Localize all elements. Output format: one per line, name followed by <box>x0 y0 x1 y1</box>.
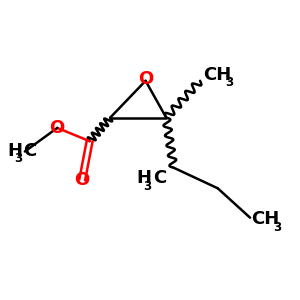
Text: 3: 3 <box>143 180 152 193</box>
Text: H: H <box>7 142 22 160</box>
Text: O: O <box>49 119 64 137</box>
Text: CH: CH <box>252 210 280 228</box>
Text: 3: 3 <box>274 220 282 234</box>
Text: C: C <box>23 142 37 160</box>
Text: 3: 3 <box>225 76 233 89</box>
Text: O: O <box>74 171 89 189</box>
Text: H: H <box>136 169 152 187</box>
Text: C: C <box>153 169 166 187</box>
Text: 3: 3 <box>14 152 22 165</box>
Text: CH: CH <box>203 66 231 84</box>
Text: O: O <box>138 70 153 88</box>
